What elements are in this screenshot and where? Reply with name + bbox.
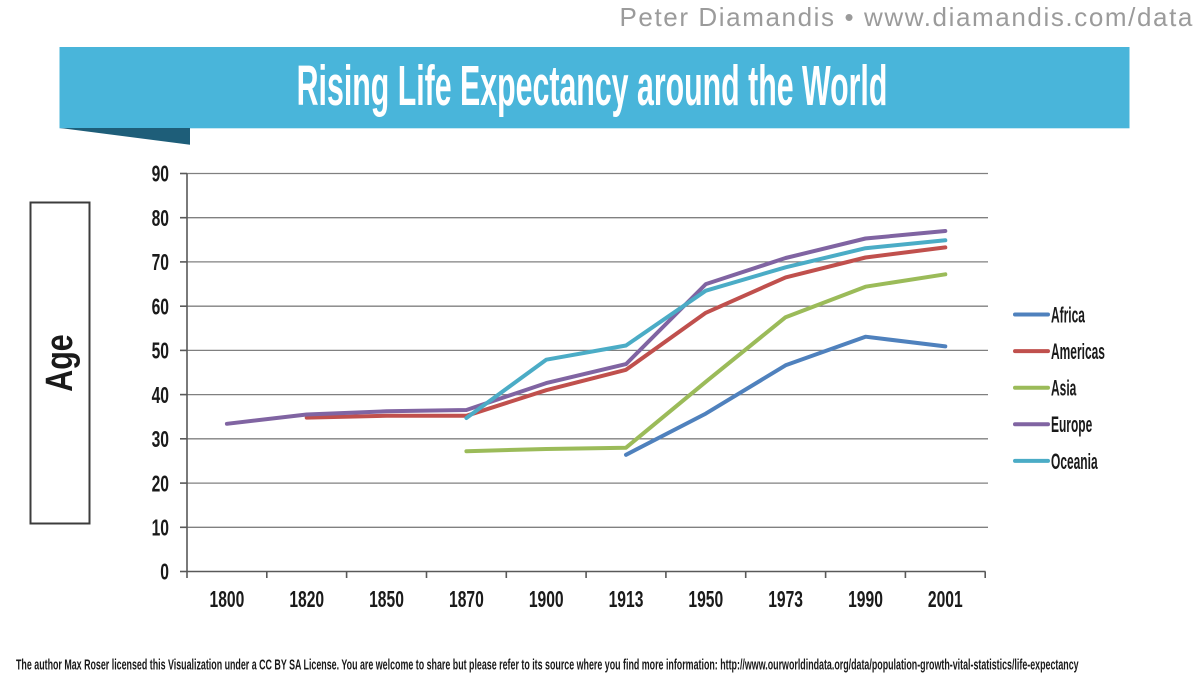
svg-text:1800: 1800 <box>210 587 245 613</box>
svg-text:1850: 1850 <box>369 587 404 613</box>
svg-text:1973: 1973 <box>768 587 803 613</box>
svg-text:0: 0 <box>160 560 169 586</box>
svg-text:50: 50 <box>152 339 169 365</box>
svg-text:80: 80 <box>152 206 169 232</box>
svg-text:Age: Age <box>39 334 81 391</box>
svg-text:Americas: Americas <box>1051 339 1105 364</box>
svg-text:20: 20 <box>152 471 169 497</box>
svg-text:Peter Diamandis • www.diamandi: Peter Diamandis • www.diamandis.com/data <box>619 2 1194 32</box>
svg-text:1990: 1990 <box>848 587 883 613</box>
svg-text:1900: 1900 <box>529 587 564 613</box>
svg-text:Rising Life Expectancy around: Rising Life Expectancy around the World <box>297 54 888 118</box>
svg-text:40: 40 <box>152 383 169 409</box>
svg-text:1913: 1913 <box>609 587 644 613</box>
svg-text:1950: 1950 <box>688 587 723 613</box>
svg-text:30: 30 <box>152 427 169 453</box>
svg-text:1820: 1820 <box>289 587 324 613</box>
svg-text:10: 10 <box>152 516 169 542</box>
svg-text:Europe: Europe <box>1051 412 1092 437</box>
svg-text:1870: 1870 <box>449 587 484 613</box>
svg-text:Africa: Africa <box>1051 303 1085 328</box>
svg-text:Oceania: Oceania <box>1051 449 1098 474</box>
svg-text:90: 90 <box>152 162 169 188</box>
svg-text:70: 70 <box>152 250 169 276</box>
svg-text:The author Max Roser licensed: The author Max Roser licensed this Visua… <box>16 656 1079 673</box>
svg-text:60: 60 <box>152 295 169 321</box>
svg-text:Asia: Asia <box>1051 376 1076 401</box>
svg-text:2001: 2001 <box>928 587 963 613</box>
